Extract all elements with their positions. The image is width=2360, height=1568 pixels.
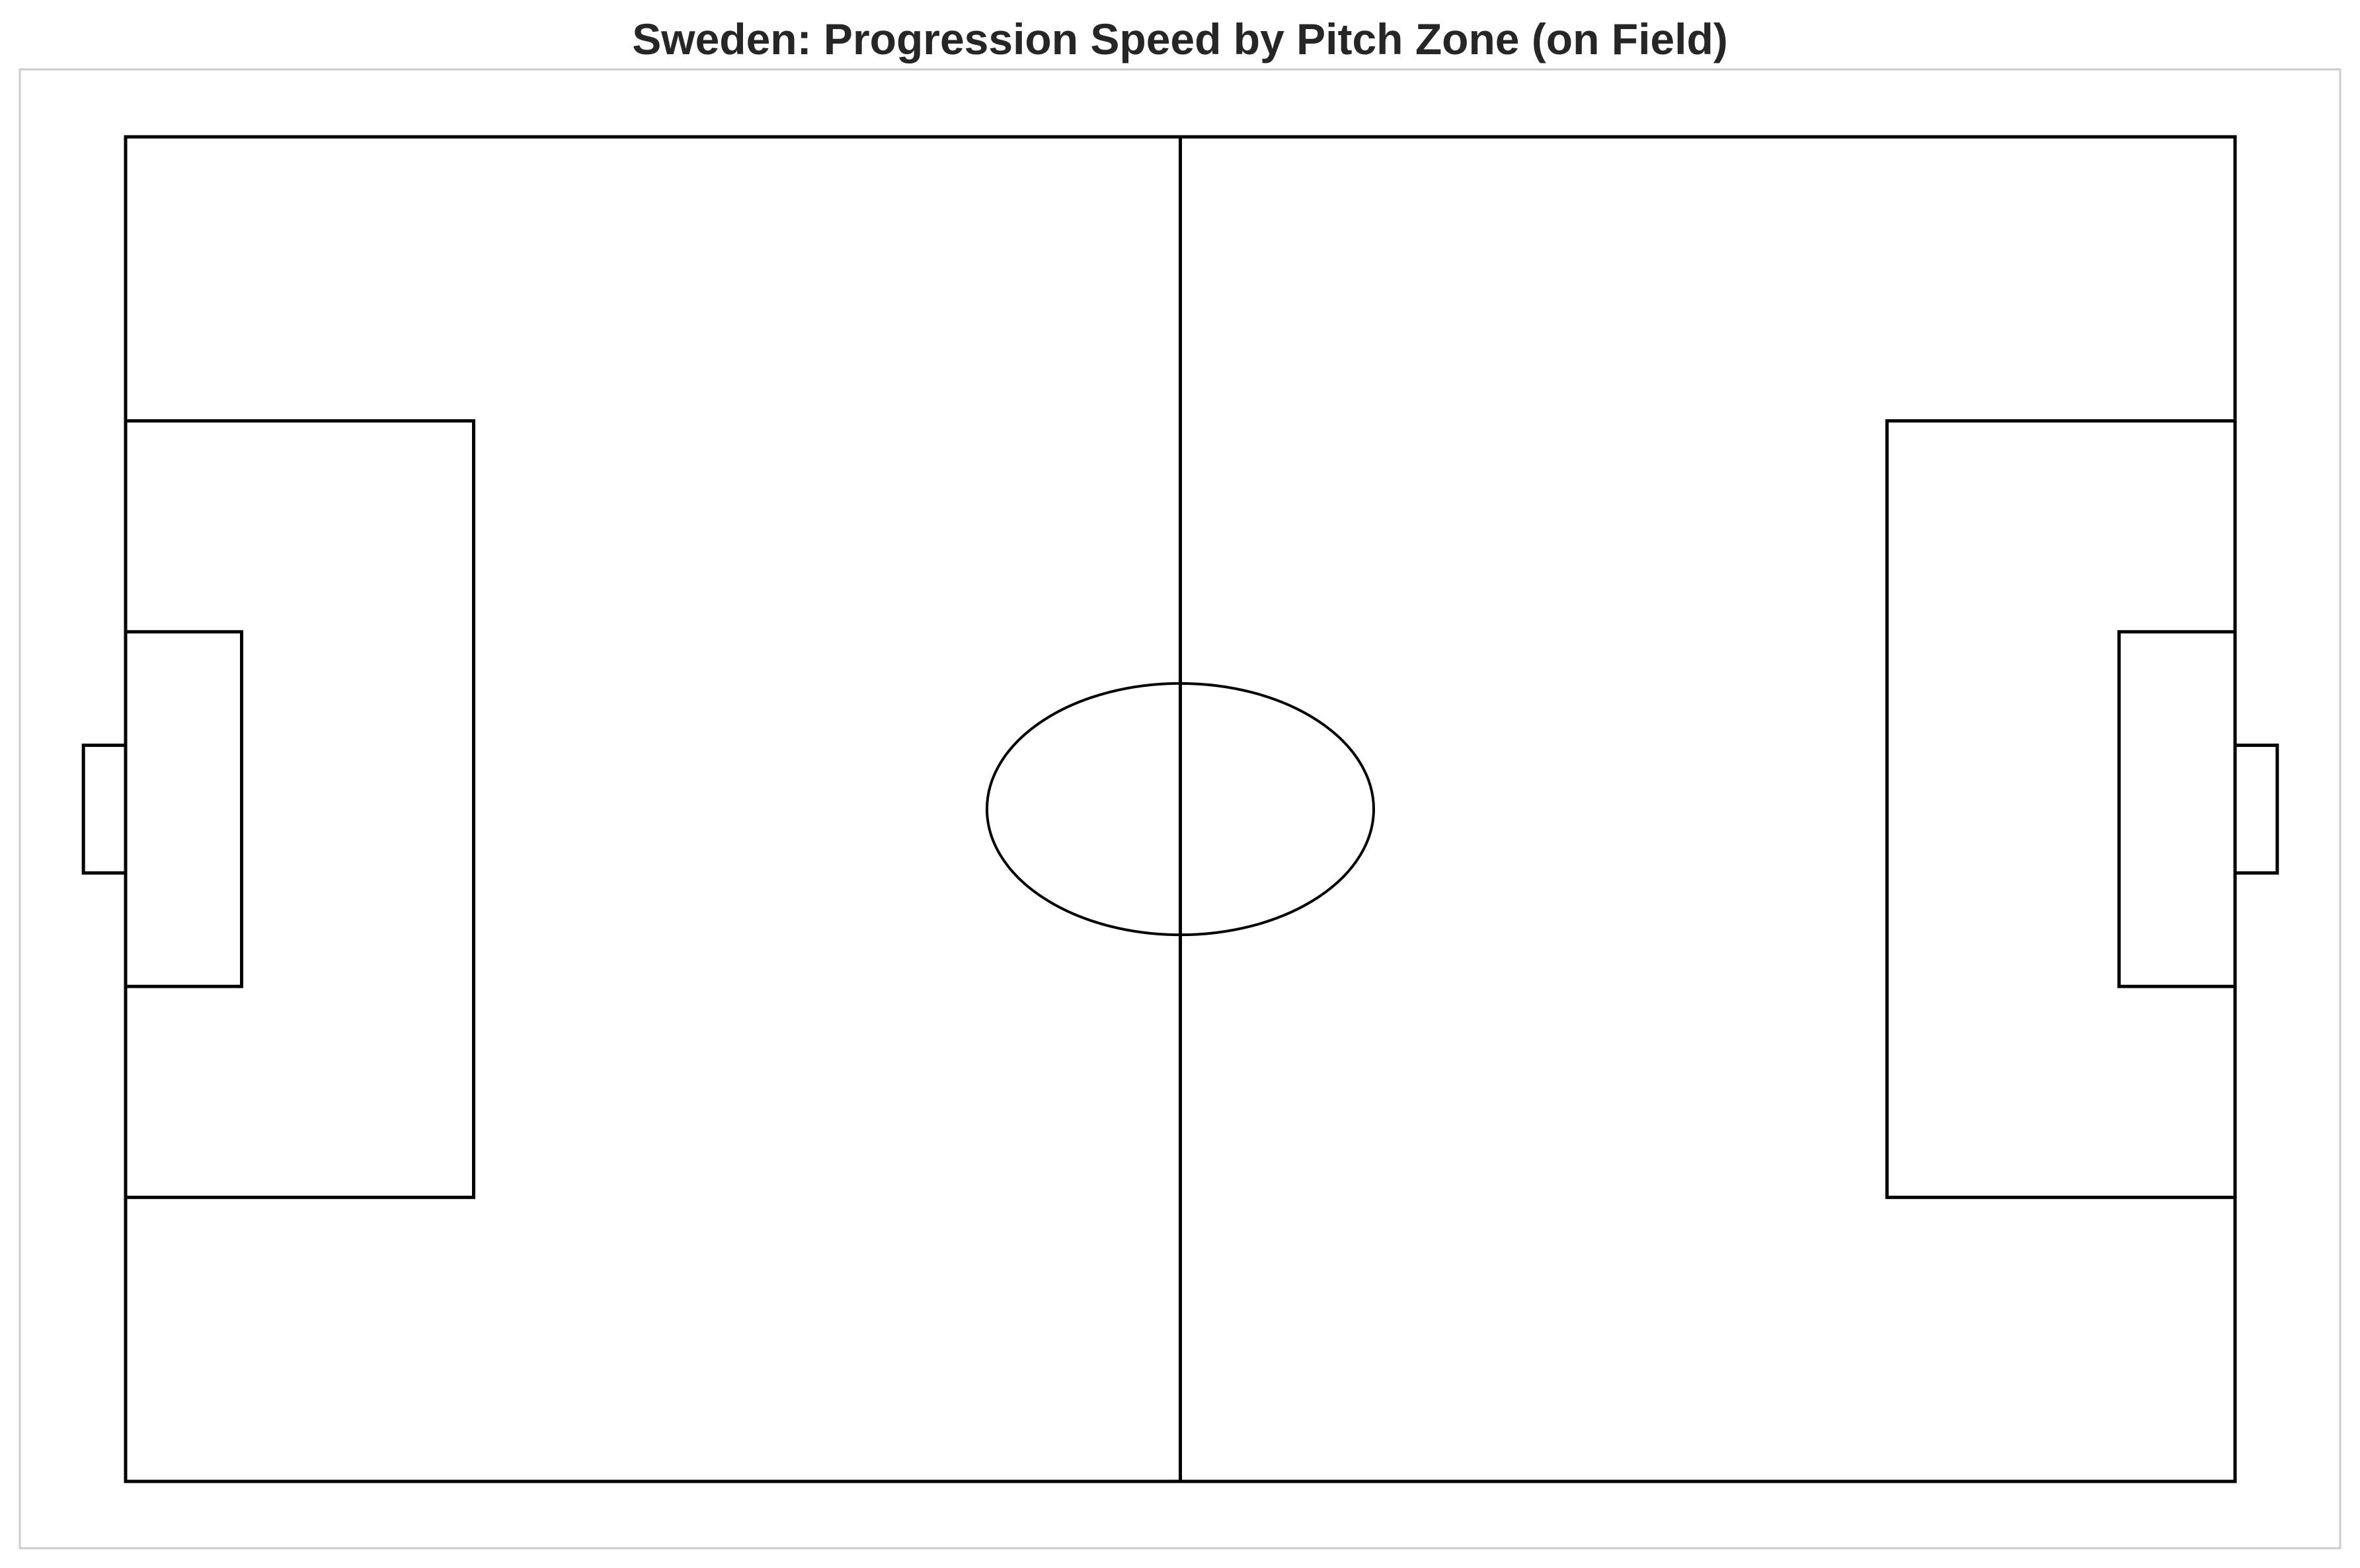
goal-right [2233, 743, 2279, 875]
pitch-lines [81, 135, 2279, 1483]
goal-left [81, 743, 128, 875]
penalty-area-right [1885, 419, 2237, 1199]
chart-title: Sweden: Progression Speed by Pitch Zone … [632, 15, 1728, 63]
axes-frame [19, 68, 2341, 1549]
six-yard-box-left [124, 630, 244, 988]
center-circle [985, 682, 1376, 937]
penalty-area-left [124, 419, 476, 1199]
six-yard-box-right [2117, 630, 2237, 988]
